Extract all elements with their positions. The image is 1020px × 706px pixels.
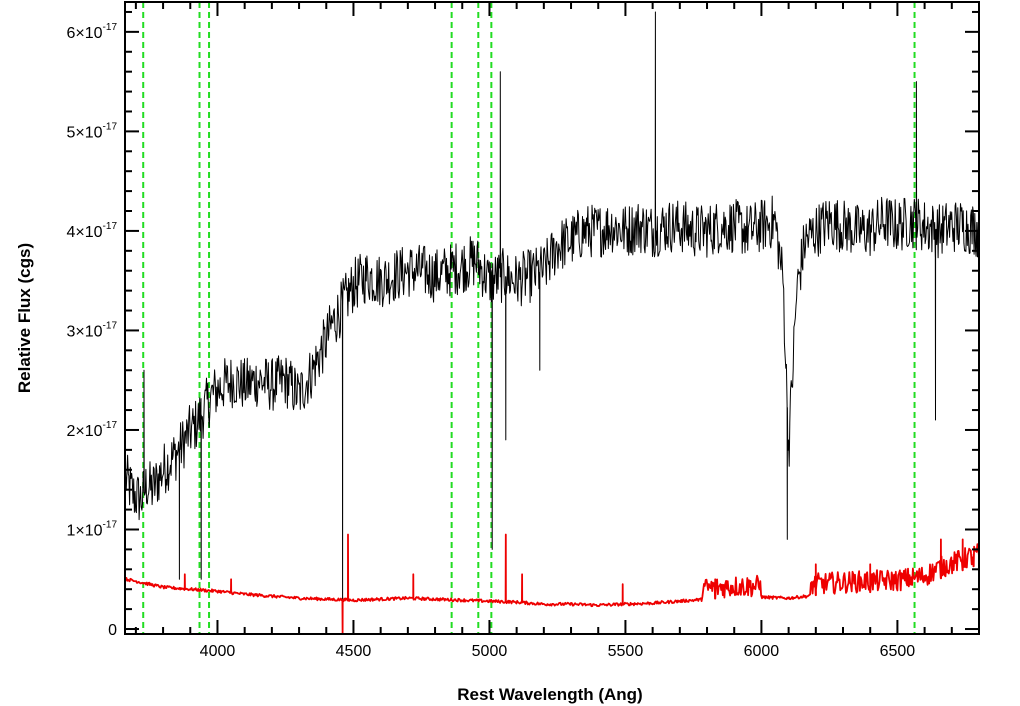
series-layer (124, 11, 980, 635)
plot-frame (124, 1, 980, 635)
x-tick-label: 6500 (880, 643, 916, 660)
y-tick-label: 4×10-17 (67, 221, 118, 241)
y-tick-label: 1×10-17 (67, 519, 118, 539)
y-tick-label: 6×10-17 (67, 22, 118, 42)
x-tick-label: 4500 (336, 643, 372, 660)
y-tick-label: 2×10-17 (67, 420, 118, 440)
x-axis-title: Rest Wavelength (Ang) (457, 685, 642, 704)
axes: 4000 4500 5000 5500 6000 6500 0 1×10-17 2×10-17 3… (67, 1, 980, 660)
x-tick-label: 4000 (200, 643, 236, 660)
y-tick-label: 3×10-17 (67, 320, 118, 340)
reference-lines (142, 2, 916, 634)
y-tick-label: 0 (108, 622, 117, 639)
y-tick-label: 5×10-17 (67, 121, 118, 141)
y-axis-title: Relative Flux (cgs) (15, 243, 34, 393)
series-line-red (124, 533, 980, 635)
x-tick-label: 5500 (608, 643, 644, 660)
x-tick-label: 5000 (472, 643, 508, 660)
x-tick-label: 6000 (744, 643, 780, 660)
series-line-black (125, 11, 980, 630)
